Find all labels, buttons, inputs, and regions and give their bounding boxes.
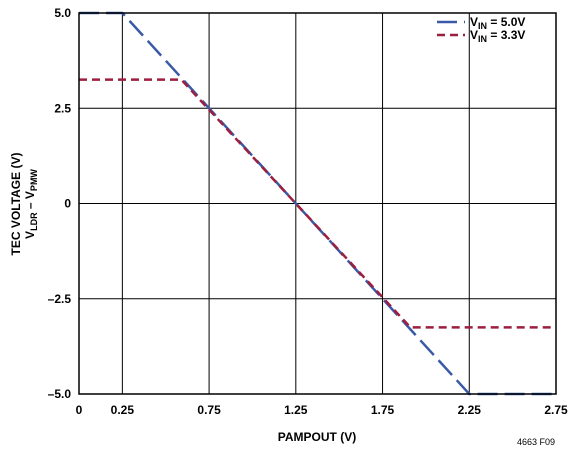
y-tick-label: 5.0 <box>54 6 71 20</box>
plot-frame <box>78 12 557 395</box>
y-axis-title: TEC VOLTAGE (V) VLDR – VPMW <box>9 153 39 256</box>
legend-label: VIN = 5.0V <box>470 15 525 31</box>
x-axis-title: PAMPOUT (V) <box>278 430 356 444</box>
x-tick-label: 1.75 <box>371 403 395 417</box>
y-tick-label: 2.5 <box>54 101 71 115</box>
y-tick-label: –2.5 <box>48 292 72 306</box>
y-axis-title-line2: VLDR – VPMW <box>23 169 39 239</box>
grid <box>79 13 556 394</box>
y-tick-labels: 5.0 2.5 0 –2.5 –5.0 <box>48 6 72 401</box>
x-tick-labels: 0 0.25 0.75 1.25 1.75 2.25 2.75 <box>76 403 568 417</box>
figure-id: 4663 F09 <box>517 437 555 447</box>
y-axis-title-line1: TEC VOLTAGE (V) <box>9 153 23 256</box>
y-tick-label: 0 <box>64 197 71 211</box>
x-tick-label: 0.25 <box>111 403 135 417</box>
x-tick-label: 0.75 <box>197 403 221 417</box>
legend-label: VIN = 3.3V <box>470 28 525 44</box>
series-line-2 <box>79 78 556 329</box>
x-tick-label: 0 <box>76 403 83 417</box>
x-tick-label: 1.25 <box>284 403 308 417</box>
x-tick-label: 2.75 <box>544 403 568 417</box>
x-tick-label: 2.25 <box>458 403 482 417</box>
y-tick-label: –5.0 <box>48 387 72 401</box>
